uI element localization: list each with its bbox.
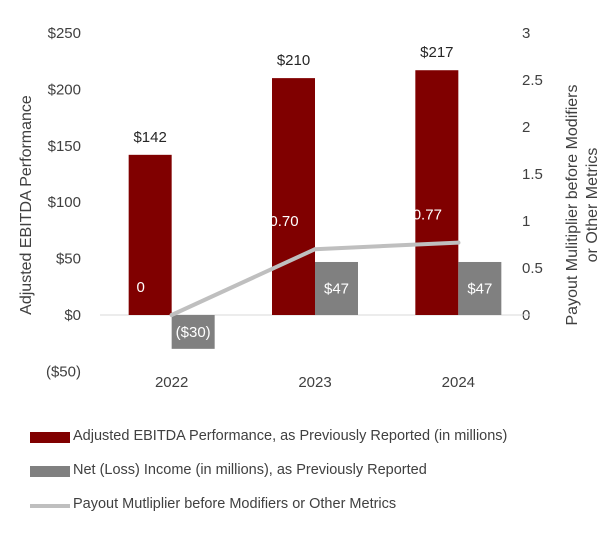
legend-label-payout: Payout Mutliplier before Modifiers or Ot… (73, 496, 397, 512)
payout-label: 0 (136, 279, 144, 296)
legend-label-net-income: Net (Loss) Income (in millions), as Prev… (73, 462, 427, 478)
payout-point (169, 313, 174, 317)
right-tick-label: 2.5 (522, 72, 543, 89)
left-tick-label: $150 (48, 138, 81, 155)
right-axis-title-line: or Other Metrics (584, 148, 601, 263)
left-tick-label: $50 (56, 251, 81, 268)
left-tick-label: ($50) (46, 363, 81, 380)
bar-net-income (458, 261, 502, 315)
payout-label: 0.70 (269, 213, 298, 230)
right-axis-title-line: Payout Mulitiplier before Modifiers (564, 85, 581, 326)
payout-label: 0.77 (413, 207, 442, 224)
payout-point (456, 240, 461, 245)
bar-net-income-label: $47 (324, 280, 349, 297)
right-tick-label: 2 (522, 119, 530, 136)
bar-net-income (171, 315, 215, 349)
right-tick-label: 3 (522, 25, 530, 42)
bar-net-income-label: ($30) (176, 324, 211, 341)
right-tick-label: 0.5 (522, 260, 543, 277)
left-tick-label: $0 (64, 307, 81, 324)
legend-label-ebitda: Adjusted EBITDA Performance, as Previous… (73, 428, 508, 444)
right-tick-label: 1 (522, 213, 530, 230)
category-label: 2023 (298, 374, 331, 391)
bar-net-income (315, 261, 358, 315)
bar-ebitda (272, 78, 315, 316)
left-axis-title: Adjusted EBITDA Performance (18, 95, 35, 315)
bar-net-income-label: $47 (467, 280, 492, 297)
chart: $250 $200 $150 $100 $50 $0 ($50) 3 2.5 2 1.5 1 0.5 0 A… (18, 25, 601, 391)
left-tick-label: $100 (48, 194, 81, 211)
bar-ebitda (128, 154, 172, 315)
left-tick-label: $250 (48, 25, 81, 42)
bar-ebitda (415, 70, 459, 315)
left-tick-label: $200 (48, 81, 81, 98)
legend-swatch-payout (30, 504, 70, 508)
bar-ebitda-label: $217 (420, 44, 453, 61)
right-tick-label: 1.5 (522, 166, 543, 183)
category-label: 2024 (442, 374, 475, 391)
category-label: 2022 (155, 374, 188, 391)
legend-swatch-net-income (30, 466, 70, 477)
legend-swatch-ebitda (30, 432, 70, 443)
payout-point (313, 247, 317, 252)
bar-ebitda-label: $210 (277, 52, 310, 69)
bar-ebitda-label: $142 (133, 129, 166, 146)
